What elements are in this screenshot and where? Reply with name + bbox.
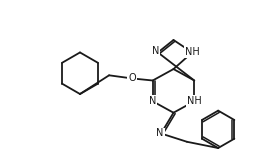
Text: N: N [149, 96, 156, 106]
Text: NH: NH [187, 96, 202, 106]
Text: N: N [156, 128, 164, 138]
Text: O: O [128, 73, 136, 83]
Text: N: N [152, 46, 159, 56]
Text: NH: NH [185, 47, 199, 57]
